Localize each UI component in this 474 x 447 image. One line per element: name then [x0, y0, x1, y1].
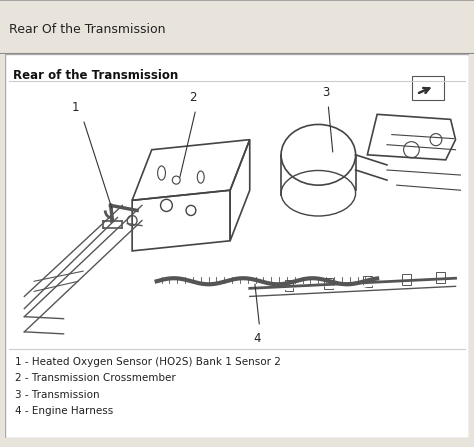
Text: 4 - Engine Harness: 4 - Engine Harness	[15, 406, 113, 416]
FancyBboxPatch shape	[284, 280, 293, 291]
FancyBboxPatch shape	[324, 278, 333, 289]
Text: 1 - Heated Oxygen Sensor (HO2S) Bank 1 Sensor 2: 1 - Heated Oxygen Sensor (HO2S) Bank 1 S…	[15, 357, 281, 367]
FancyBboxPatch shape	[363, 276, 372, 287]
Text: Rear of the Transmission: Rear of the Transmission	[13, 69, 178, 82]
FancyBboxPatch shape	[437, 272, 445, 283]
Text: 3 - Transmission: 3 - Transmission	[15, 389, 99, 400]
Text: Rear Of the Transmission: Rear Of the Transmission	[9, 23, 166, 36]
Text: 4: 4	[254, 332, 261, 345]
FancyBboxPatch shape	[402, 274, 411, 285]
Text: 2 - Transmission Crossmember: 2 - Transmission Crossmember	[15, 373, 175, 384]
FancyBboxPatch shape	[5, 54, 469, 438]
Text: 2: 2	[189, 91, 197, 104]
Text: 1: 1	[72, 101, 79, 114]
FancyBboxPatch shape	[412, 76, 444, 100]
Text: 3: 3	[322, 86, 330, 99]
